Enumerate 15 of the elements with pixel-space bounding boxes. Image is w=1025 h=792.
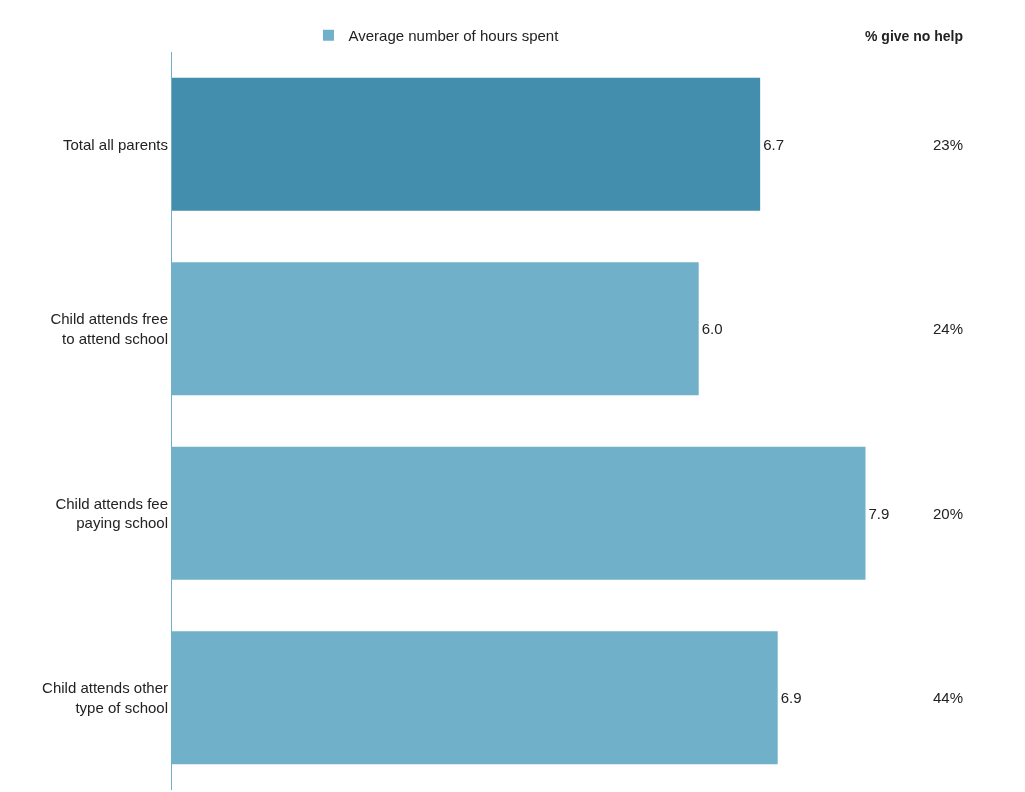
y-tick-label: Child attends fee paying school: [55, 494, 168, 532]
legend-label: Average number of hours spent: [348, 27, 560, 45]
data-label: 6.9: [780, 689, 802, 707]
y-tick-label: Child attends other type of school: [42, 679, 168, 716]
text: % give no help: [865, 28, 964, 44]
text: 20%: [933, 505, 964, 522]
text: 24%: [933, 320, 964, 337]
data-label: 7.9: [868, 504, 890, 522]
bar: [172, 77, 761, 211]
data-label: 6.0: [701, 320, 723, 338]
y-tick-label: Child attends free to attend school: [50, 310, 168, 347]
y-tick-label: Total all parents: [62, 135, 168, 153]
text: 44%: [933, 689, 964, 706]
data-label: 6.7: [763, 135, 785, 153]
text: 23%: [933, 136, 964, 153]
